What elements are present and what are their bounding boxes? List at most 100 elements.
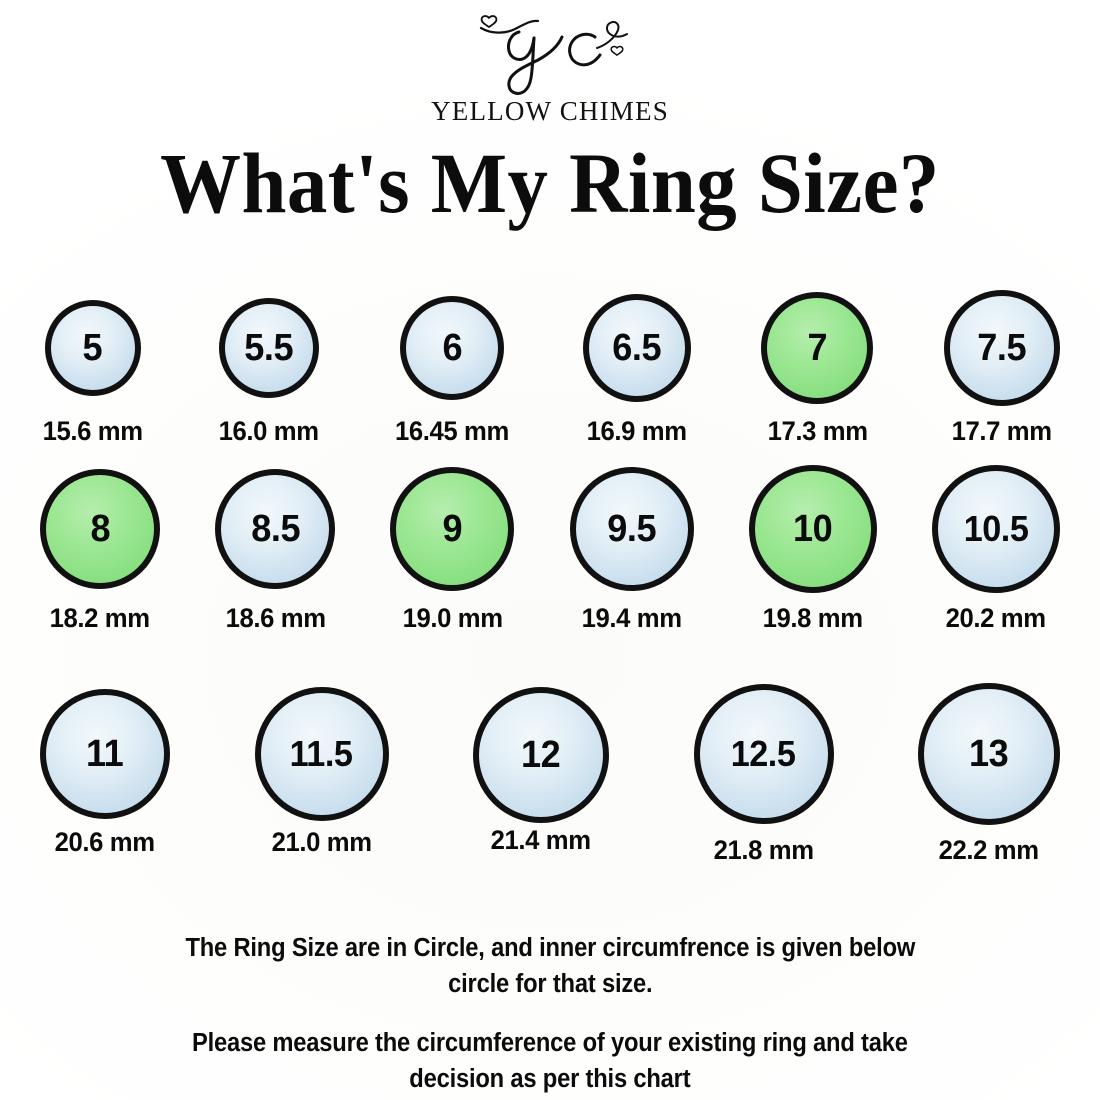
note-primary-line-2: circle for that size. [447, 970, 653, 999]
ring-size-cell[interactable]: 9.5 19.4 mm [569, 463, 694, 633]
ring-circle[interactable]: 5.5 [218, 298, 319, 398]
ring-circumference-label: 16.45 mm [394, 416, 509, 446]
ring-circumference-label: 19.0 mm [402, 603, 503, 633]
ring-circumference-label: 18.2 mm [49, 603, 151, 633]
ring-circle[interactable]: 10.5 [931, 465, 1060, 593]
note-secondary-line-2: decision as per this chart [409, 1065, 691, 1094]
ring-circle-wrap: 7 [761, 288, 874, 408]
ring-circumference-label: 19.8 mm [762, 603, 863, 633]
ring-circle-wrap: 11.5 [254, 681, 389, 827]
ring-circumference-label: 16.9 mm [586, 416, 687, 446]
ring-circle-highlighted[interactable]: 9 [390, 467, 515, 591]
ring-size-cell[interactable]: 5 15.6 mm [40, 288, 145, 445]
note-secondary: Please measure the circumference of your… [0, 1025, 1100, 1097]
ring-size-label: 9.5 [607, 508, 656, 550]
ring-size-label: 11.5 [290, 733, 353, 774]
yc-script-monogram-icon [479, 15, 628, 95]
ring-circle[interactable]: 12.5 [693, 684, 834, 824]
ring-circle[interactable]: 12 [473, 687, 609, 823]
ring-circle[interactable]: 11 [40, 689, 170, 819]
ring-row-3: 11 20.6 mm 11.5 21.0 mm 12 21.4 mm 12.5 21.8 mm… [40, 681, 1060, 881]
ring-row-1: 5 15.6 mm 5.5 16.0 mm 6 16.45 mm 6.5 16.9 mm 7 17… [40, 288, 1060, 463]
ring-circle-wrap: 5 [44, 288, 141, 408]
note-secondary-line-1: Please measure the circumference of your… [192, 1029, 908, 1057]
ring-circle-wrap: 9.5 [569, 463, 694, 595]
ring-size-label: 6.5 [612, 327, 661, 369]
ring-size-label: 8.5 [250, 508, 300, 550]
ring-circle-wrap: 11 [40, 681, 170, 827]
ring-circle[interactable]: 11.5 [254, 687, 389, 821]
ring-circle[interactable]: 13 [918, 683, 1060, 825]
ring-circle-highlighted[interactable]: 7 [761, 292, 874, 404]
ring-circumference-label: 21.8 mm [713, 835, 814, 865]
ring-size-label: 6 [442, 327, 462, 369]
ring-circumference-label: 16.0 mm [218, 416, 319, 446]
ring-size-cell[interactable]: 9 19.0 mm [390, 463, 515, 633]
ring-circle-wrap: 12 [473, 681, 609, 827]
ring-size-cell[interactable]: 6.5 16.9 mm [582, 288, 691, 446]
ring-size-label: 12.5 [731, 733, 796, 774]
ring-size-label: 8 [90, 508, 110, 550]
ring-circumference-label: 20.6 mm [54, 827, 156, 857]
note-primary-line-1: The Ring Size are in Circle, and inner c… [185, 934, 915, 962]
ring-size-cell[interactable]: 10.5 20.2 mm [931, 463, 1060, 633]
ring-circumference-label: 17.3 mm [767, 416, 868, 446]
ring-size-cell[interactable]: 11.5 21.0 mm [254, 681, 389, 857]
ring-circle-wrap: 13 [918, 681, 1060, 827]
ring-circle[interactable]: 9.5 [569, 467, 694, 591]
ring-circle-wrap: 10.5 [931, 463, 1060, 595]
ring-size-label: 11 [86, 733, 124, 775]
ring-row-2: 8 18.2 mm 8.5 18.6 mm 9 19.0 mm 9.5 19.4 mm 10 19… [40, 463, 1060, 681]
ring-circumference-label: 21.4 mm [490, 825, 592, 855]
ring-circle-wrap: 12.5 [693, 681, 834, 827]
ring-circle-highlighted[interactable]: 8 [40, 469, 160, 589]
ring-size-cell[interactable]: 12.5 21.8 mm [693, 681, 834, 865]
ring-size-cell[interactable]: 6 16.45 mm [392, 288, 512, 445]
ring-size-grid: 5 15.6 mm 5.5 16.0 mm 6 16.45 mm 6.5 16.9 mm 7 17… [0, 288, 1100, 881]
ring-size-label: 7.5 [977, 327, 1027, 369]
ring-circle[interactable]: 6 [399, 296, 504, 400]
ring-size-cell[interactable]: 10 19.8 mm [748, 463, 877, 633]
ring-circle-wrap: 8 [40, 463, 160, 595]
ring-circle-wrap: 8.5 [215, 463, 336, 595]
ring-size-cell[interactable]: 12 21.4 mm [473, 681, 609, 854]
ring-circle-wrap: 9 [390, 463, 515, 595]
note-primary: The Ring Size are in Circle, and inner c… [0, 930, 1100, 1002]
ring-size-label: 5.5 [244, 327, 293, 369]
ring-size-label: 9 [442, 508, 463, 550]
ring-size-cell[interactable]: 5.5 16.0 mm [216, 288, 321, 445]
ring-size-label: 12 [521, 734, 561, 776]
ring-circle[interactable]: 6.5 [582, 294, 691, 402]
ring-circumference-label: 19.4 mm [581, 603, 682, 633]
brand-name: YELLOW CHIMES [431, 96, 669, 126]
ring-size-cell[interactable]: 13 22.2 mm [918, 681, 1060, 864]
ring-circle-wrap: 7.5 [943, 288, 1060, 408]
ring-size-label: 13 [969, 733, 1009, 775]
ring-circle-wrap: 6.5 [582, 288, 691, 408]
ring-size-label: 5 [82, 327, 103, 369]
ring-size-cell[interactable]: 7.5 17.7 mm [943, 288, 1060, 446]
ring-size-label: 7 [807, 327, 828, 369]
ring-circumference-label: 18.6 mm [225, 603, 326, 633]
ring-circumference-label: 17.7 mm [951, 416, 1052, 446]
ring-circle-highlighted[interactable]: 10 [748, 465, 877, 593]
ring-size-label: 10 [793, 508, 833, 550]
ring-circumference-label: 22.2 mm [938, 835, 1040, 865]
ring-size-cell[interactable]: 8.5 18.6 mm [215, 463, 336, 633]
ring-size-cell[interactable]: 11 20.6 mm [40, 681, 170, 856]
ring-size-cell[interactable]: 7 17.3 mm [761, 288, 874, 446]
ring-size-label: 10.5 [963, 508, 1029, 549]
ring-circle-wrap: 5.5 [218, 288, 319, 408]
ring-size-cell[interactable]: 8 18.2 mm [40, 463, 160, 632]
ring-circumference-label: 21.0 mm [271, 827, 372, 857]
brand-header: YELLOW CHIMES [0, 4, 1100, 125]
ring-circle[interactable]: 5 [44, 300, 141, 396]
ring-circle[interactable]: 7.5 [943, 290, 1060, 406]
ring-circle[interactable]: 8.5 [215, 469, 336, 589]
ring-circle-wrap: 6 [399, 288, 504, 408]
ring-circumference-label: 20.2 mm [945, 603, 1046, 633]
ring-circumference-label: 15.6 mm [42, 416, 143, 446]
ring-circle-wrap: 10 [748, 463, 877, 595]
page-title: What's My Ring Size? [160, 135, 940, 231]
